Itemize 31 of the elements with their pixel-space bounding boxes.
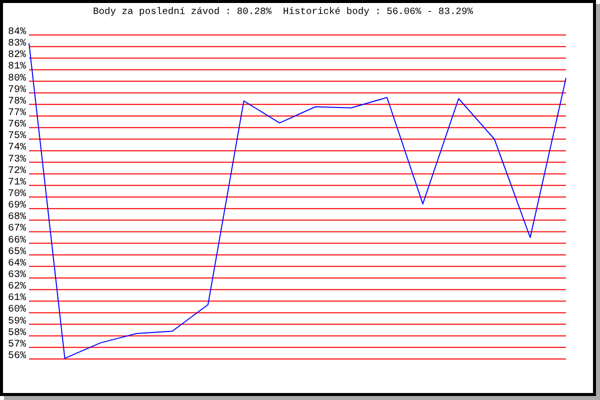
y-tick-label: 58%: [8, 328, 26, 339]
y-tick-label: 76%: [8, 120, 26, 131]
y-tick-label: 67%: [8, 224, 26, 235]
y-tick-label: 56%: [8, 351, 26, 362]
line-series: [28, 42, 566, 359]
y-tick-label: 62%: [8, 282, 26, 293]
y-tick-label: 72%: [8, 166, 26, 177]
y-tick-label: 69%: [8, 200, 26, 212]
y-tick-label: 83%: [8, 38, 26, 50]
y-tick-label: 57%: [8, 339, 26, 350]
y-tick-label: 82%: [8, 50, 26, 62]
y-tick-label: 71%: [8, 177, 26, 188]
y-tick-label: 75%: [8, 131, 26, 142]
y-tick-label: 60%: [8, 304, 26, 316]
y-tick-label: 80%: [8, 73, 26, 84]
chart-title: Body za poslední závod : 80.28% Historické body : 56.06% - 83.29%: [92, 6, 474, 17]
y-tick-label: 84%: [8, 27, 26, 38]
y-tick-label: 70%: [8, 189, 26, 200]
y-tick-label: 66%: [8, 235, 26, 246]
y-tick-label: 77%: [8, 108, 26, 119]
y-tick-label: 81%: [8, 62, 26, 73]
y-tick-label: 61%: [8, 293, 26, 304]
y-tick-label: 63%: [8, 270, 26, 281]
y-tick-label: 78%: [8, 96, 26, 108]
y-tick-label: 64%: [8, 258, 26, 270]
y-tick-label: 73%: [8, 154, 26, 166]
y-tick-label: 68%: [8, 212, 26, 224]
y-tick-label: 65%: [8, 246, 26, 258]
y-tick-label: 59%: [8, 316, 26, 328]
y-tick-label: 79%: [8, 84, 26, 96]
y-tick-label: 74%: [8, 142, 26, 154]
